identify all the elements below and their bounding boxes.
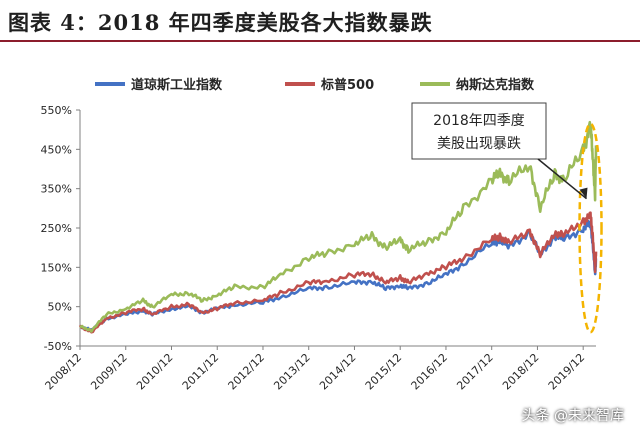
title-divider [0,40,640,42]
x-tick-label: 2015/12 [363,351,405,393]
x-tick-label: 2012/12 [226,351,268,393]
annotation-line-1: 2018年四季度 [433,113,525,129]
x-tick-label: 2017/12 [454,351,496,393]
annotation-arrow-line [537,158,587,200]
y-tick-label: 350% [41,183,72,196]
legend-label: 标普500 [320,77,374,93]
x-tick-label: 2019/12 [546,351,588,393]
y-tick-label: 550% [41,104,72,117]
highlight-ellipse [578,122,603,334]
figure-header: 图表 4：2018 年四季度美股各大指数暴跌 [0,0,640,44]
x-tick-label: 2008/12 [43,351,85,393]
x-tick-label: 2014/12 [317,351,359,393]
y-tick-label: 150% [41,261,72,274]
x-tick-label: 2010/12 [134,351,176,393]
x-tick-label: 2016/12 [409,351,451,393]
legend-label: 道琼斯工业指数 [131,77,223,93]
watermark-text: 头条 @未来智库 [521,408,624,424]
x-tick-label: 2013/12 [271,351,313,393]
y-tick-label: 250% [41,222,72,235]
x-tick-label: 2018/12 [500,351,542,393]
annotation-line-2: 美股出现暴跌 [437,136,521,152]
figure-title: 图表 4：2018 年四季度美股各大指数暴跌 [8,10,433,35]
x-tick-label: 2009/12 [88,351,130,393]
annotation-box [411,102,547,160]
y-tick-label: 50% [48,301,72,314]
x-tick-label: 2011/12 [180,351,222,393]
legend-label: 纳斯达克指数 [456,77,535,93]
y-tick-label: 450% [41,143,72,156]
annotation-arrow-head [579,187,588,199]
series-line [78,211,598,334]
y-tick-label: -50% [44,340,72,353]
